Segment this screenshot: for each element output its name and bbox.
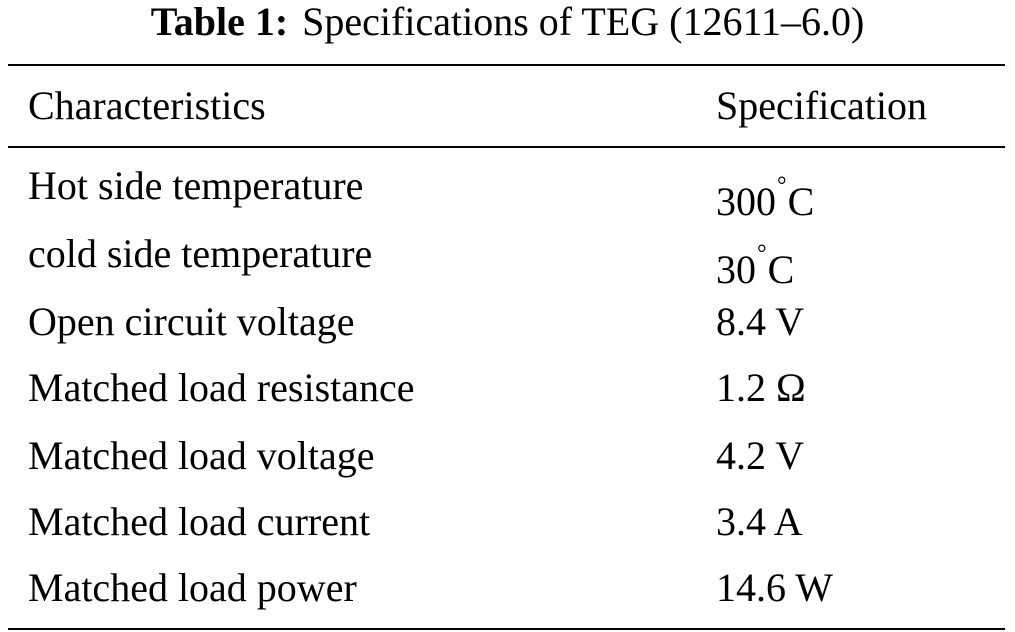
table-caption-label: Table 1: (150, 0, 289, 44)
header-characteristics: Characteristics (28, 83, 266, 128)
characteristic-cell: Matched load voltage (28, 433, 375, 478)
characteristic-cell: Matched load resistance (28, 365, 415, 410)
table-row: cold side temperature 30°C (0, 232, 1015, 298)
table-bottom-rule (8, 628, 1005, 630)
table-row: Hot side temperature 300°C (0, 164, 1015, 230)
specification-cell: 4.2 V (716, 433, 805, 478)
table-row: Matched load resistance 1.2 Ω (0, 366, 1015, 432)
characteristic-cell: Matched load power (28, 565, 357, 610)
specification-cell: 14.6 W (716, 565, 834, 610)
table-row: Matched load current 3.4 A (0, 500, 1015, 566)
specification-cell: 8.4 V (716, 299, 805, 344)
characteristic-cell: Matched load current (28, 499, 371, 544)
table-top-rule (8, 64, 1005, 66)
specification-cell: 300°C (716, 164, 814, 224)
table-row: Matched load power 14.6 W (0, 566, 1015, 632)
table-caption: Table 1: Specifications of TEG (12611–6.0… (0, 0, 1015, 44)
header-specification: Specification (716, 83, 928, 128)
table-row: Matched load voltage 4.2 V (0, 434, 1015, 500)
specification-cell: 30°C (716, 232, 794, 292)
value-number: 300 (716, 179, 776, 224)
degree-symbol: ° (757, 241, 767, 267)
specification-cell: 1.2 Ω (716, 365, 806, 410)
specification-cell: 3.4 A (716, 499, 803, 544)
value-number: 30 (716, 247, 756, 292)
degree-symbol: ° (777, 173, 787, 199)
table-row: Open circuit voltage 8.4 V (0, 300, 1015, 366)
value-unit: C (767, 247, 795, 292)
table-header-rule (8, 146, 1005, 148)
characteristic-cell: cold side temperature (28, 231, 373, 276)
characteristic-cell: Hot side temperature (28, 163, 364, 208)
characteristic-cell: Open circuit voltage (28, 299, 355, 344)
table-caption-text: Specifications of TEG (12611–6.0) (302, 0, 865, 44)
value-unit: C (787, 179, 815, 224)
